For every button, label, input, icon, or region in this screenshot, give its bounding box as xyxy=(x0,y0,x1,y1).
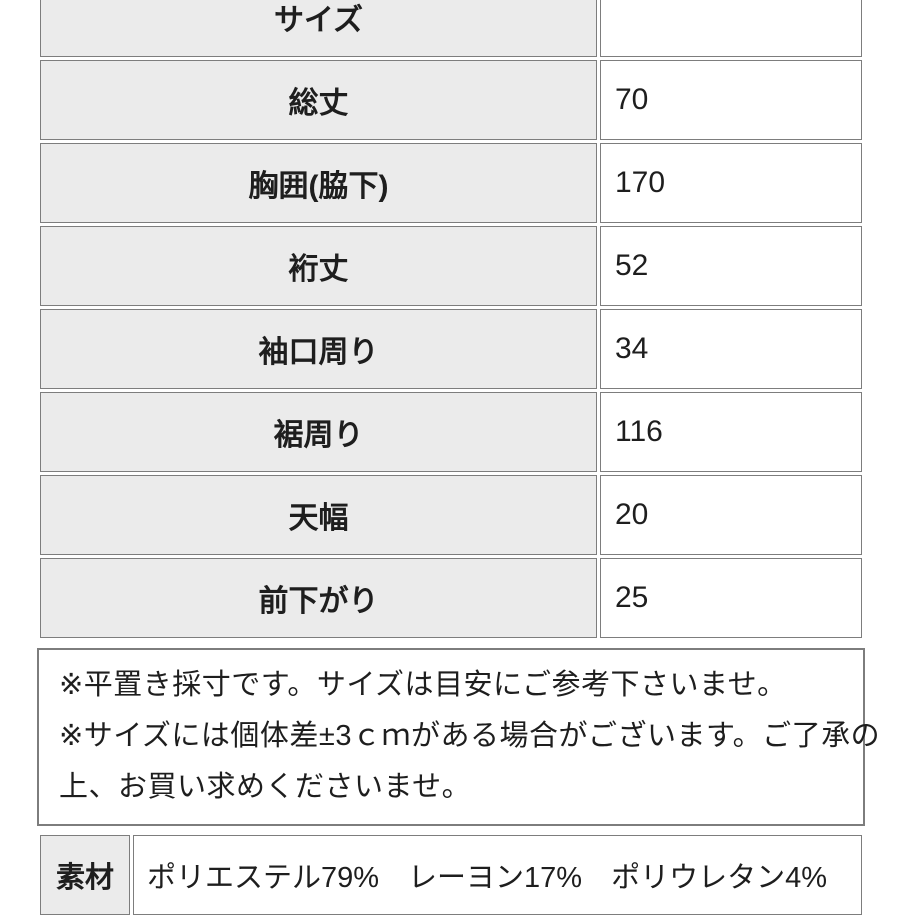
measure-label-cuff: 袖口周り xyxy=(40,309,597,389)
table-row: 総丈 70 xyxy=(40,60,862,140)
measure-label-sleeve-length: 裄丈 xyxy=(40,226,597,306)
note-line-1: ※平置き採寸です。サイズは目安にご参考下さいませ。 xyxy=(59,669,787,701)
table-row: 裾周り 116 xyxy=(40,392,862,472)
size-header-label: サイズ xyxy=(40,0,597,57)
measure-value-hem: 116 xyxy=(600,392,862,472)
measure-label-front-drop: 前下がり xyxy=(40,558,597,638)
table-row: 天幅 20 xyxy=(40,475,862,555)
note-line-2: ※サイズには個体差±3ｃｍがある場合がございます。ご了承の xyxy=(59,720,881,752)
measure-label-top-width: 天幅 xyxy=(40,475,597,555)
measure-label-hem: 裾周り xyxy=(40,392,597,472)
product-spec-section: サイズ 総丈 70 胸囲(脇下) 170 裄丈 52 袖口周り 34 裾周り 1… xyxy=(37,0,881,918)
table-row: 前下がり 25 xyxy=(40,558,862,638)
size-table-header-row: サイズ xyxy=(40,0,862,57)
measure-label-chest: 胸囲(脇下) xyxy=(40,143,597,223)
table-row: 裄丈 52 xyxy=(40,226,862,306)
measure-value-top-width: 20 xyxy=(600,475,862,555)
material-table: 素材 ポリエステル79% レーヨン17% ポリウレタン4% xyxy=(37,832,865,918)
material-label: 素材 xyxy=(40,835,130,915)
table-row: 袖口周り 34 xyxy=(40,309,862,389)
table-row: 胸囲(脇下) 170 xyxy=(40,143,862,223)
size-header-value xyxy=(600,0,862,57)
measure-value-sleeve-length: 52 xyxy=(600,226,862,306)
material-value: ポリエステル79% レーヨン17% ポリウレタン4% xyxy=(133,835,862,915)
measure-value-cuff: 34 xyxy=(600,309,862,389)
measurement-notes-box: ※平置き採寸です。サイズは目安にご参考下さいませ。 ※サイズには個体差±3ｃｍが… xyxy=(37,648,881,826)
material-row: 素材 ポリエステル79% レーヨン17% ポリウレタン4% xyxy=(40,835,862,915)
measure-value-front-drop: 25 xyxy=(600,558,862,638)
size-table: サイズ 総丈 70 胸囲(脇下) 170 裄丈 52 袖口周り 34 裾周り 1… xyxy=(37,0,865,641)
measure-label-total-length: 総丈 xyxy=(40,60,597,140)
measure-value-chest: 170 xyxy=(600,143,862,223)
note-line-3: 上、お買い求めくださいませ。 xyxy=(59,771,472,803)
measure-value-total-length: 70 xyxy=(600,60,862,140)
